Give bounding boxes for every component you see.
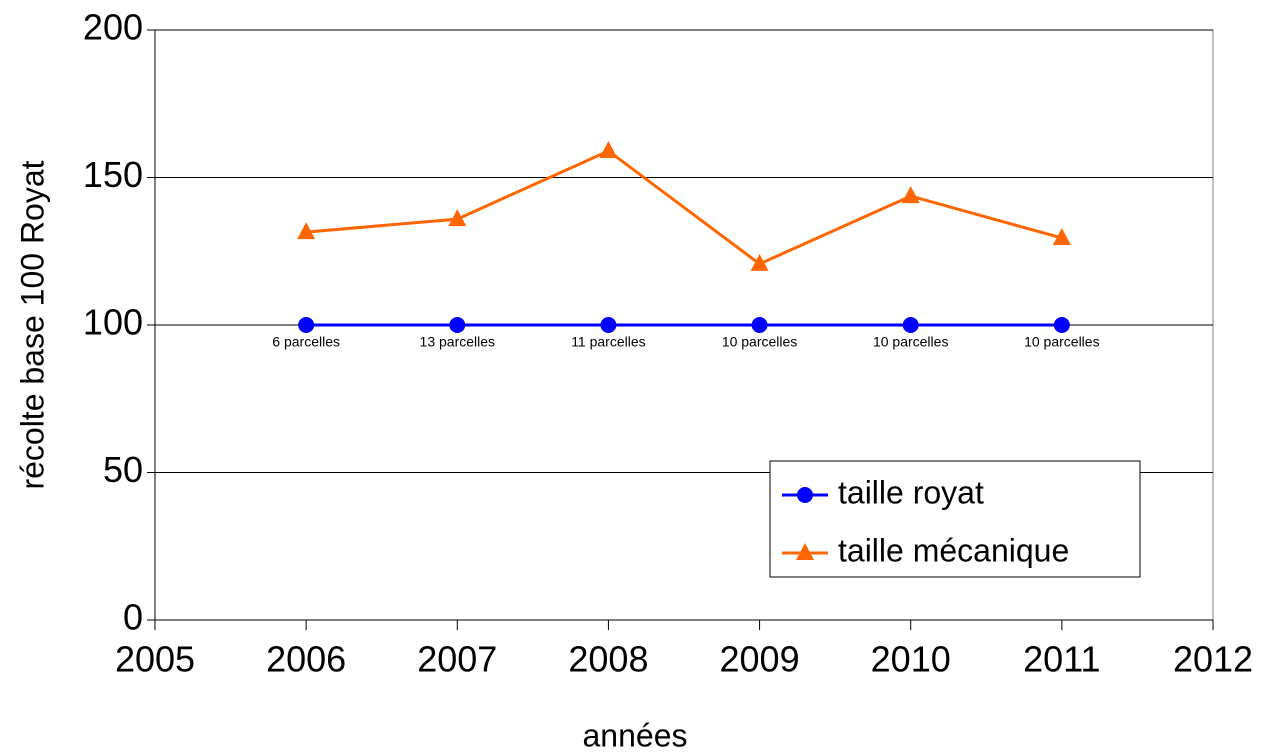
y-tick-label: 150 [83,154,143,195]
x-axis-label: années [583,717,688,753]
y-tick-label: 100 [83,302,143,343]
annotation: 11 parcelles [571,334,645,350]
data-point [297,222,316,240]
y-tick-label: 200 [83,7,143,48]
x-tick-label: 2011 [1023,639,1100,680]
y-axis-label: récolte base 100 Royat [14,160,50,489]
annotation: 10 parcelles [722,334,798,350]
annotation: 10 parcelles [1024,334,1100,350]
legend-label: taille royat [838,474,984,510]
legend-marker [797,487,813,503]
legend-label: taille mécanique [838,532,1069,568]
data-point [449,317,466,333]
data-point [600,317,617,333]
annotation: 6 parcelles [272,334,340,350]
x-tick-label: 2009 [720,639,800,680]
data-point [750,253,769,271]
data-point [1052,227,1071,245]
x-tick-label: 2007 [417,639,497,680]
data-point [901,186,920,204]
data-point [1053,317,1070,333]
data-point [298,317,315,333]
x-tick-label: 2012 [1173,639,1253,680]
x-tick-label: 2008 [568,639,648,680]
legend-box [769,460,1141,578]
legend-marker [796,543,814,560]
data-point [902,317,919,333]
x-tick-label: 2005 [115,639,195,680]
x-tick-label: 2006 [266,639,346,680]
y-tick-label: 0 [123,597,143,638]
data-point [599,140,618,158]
annotation: 10 parcelles [873,334,949,350]
y-tick-label: 50 [103,449,143,490]
data-point [751,317,768,333]
annotation: 13 parcelles [420,334,496,350]
x-tick-label: 2010 [871,639,951,680]
series-line [306,149,1063,266]
data-point [448,209,467,227]
